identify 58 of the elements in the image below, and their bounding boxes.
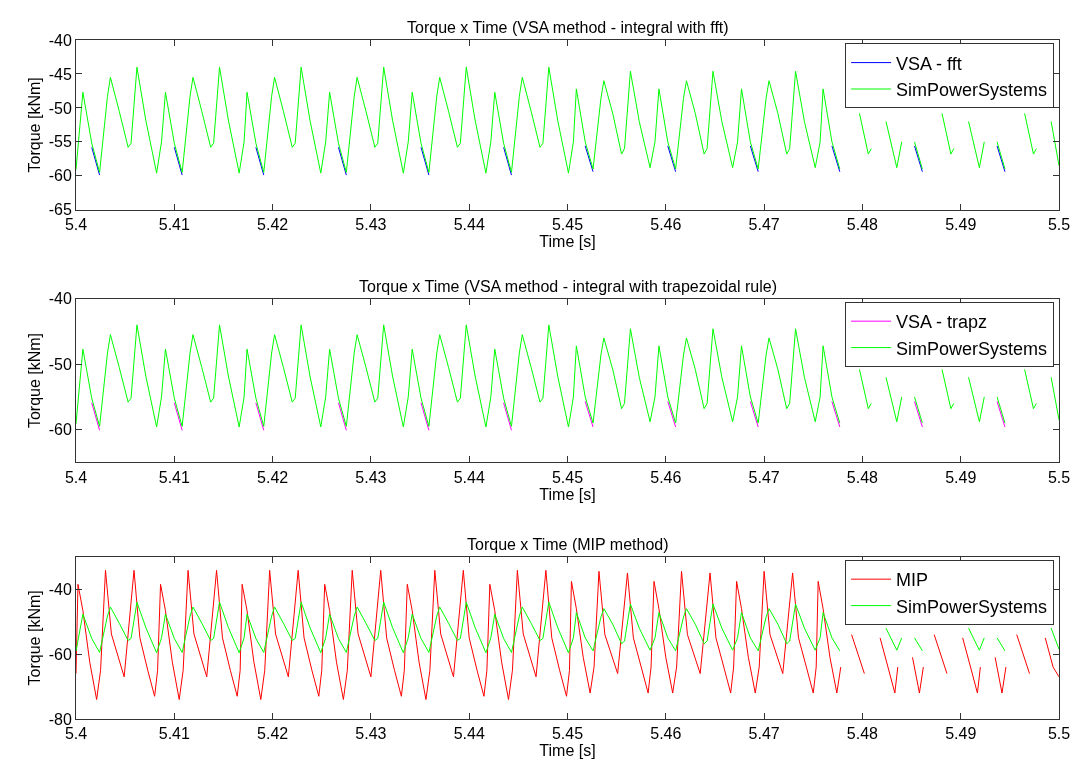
x-tick-label: 5.42 (257, 725, 289, 743)
x-tick-label: 5.47 (748, 725, 780, 743)
y-tick-label: -45 (48, 65, 72, 83)
legend-label: SimPowerSystems (896, 80, 1048, 101)
x-tick-label: 5.45 (551, 468, 584, 486)
x-tick-label: 5.5 (1047, 215, 1071, 233)
x-tick-label: 5.42 (257, 468, 289, 486)
x-tick-label: 5.47 (748, 468, 780, 486)
x-tick-label: 5.43 (355, 215, 387, 233)
x-axis-title: Time [s] (539, 742, 596, 760)
y-tick-label: -40 (48, 31, 72, 49)
x-tick-label: 5.46 (650, 215, 682, 233)
y-tick-label: -55 (48, 133, 72, 151)
chart-title: Torque x Time (VSA method - integral with fft) (407, 19, 729, 36)
y-tick-label: -80 (48, 710, 72, 728)
y-axis-title: Torque [kNm] (25, 77, 43, 173)
x-tick-label: 5.44 (453, 725, 485, 743)
x-tick-label: 5.5 (1047, 468, 1071, 486)
x-axis-title: Time [s] (539, 232, 596, 250)
x-tick-label: 5.41 (158, 468, 190, 486)
x-tick-label: 5.45 (551, 215, 584, 233)
x-tick-label: 5.49 (945, 215, 977, 233)
x-tick-label: 5.48 (846, 468, 879, 486)
x-tick-label: 5.45 (551, 725, 584, 743)
legend-label: VSA - fft (896, 53, 962, 74)
y-tick-label: -60 (48, 645, 72, 663)
x-tick-label: 5.42 (257, 215, 289, 233)
x-tick-label: 5.46 (650, 468, 682, 486)
y-tick-label: -40 (48, 580, 72, 598)
legend-label: VSA - trapz (896, 312, 988, 333)
y-tick-label: -50 (48, 99, 72, 117)
x-tick-label: 5.46 (650, 725, 682, 743)
y-tick-label: -50 (48, 355, 72, 373)
x-tick-label: 5.43 (355, 468, 387, 486)
x-tick-label: 5.4 (64, 725, 88, 743)
legend-label: SimPowerSystems (896, 338, 1048, 359)
x-axis-title: Time [s] (539, 485, 596, 503)
y-axis-title: Torque [kNm] (25, 332, 43, 429)
x-tick-label: 5.48 (846, 215, 879, 233)
chart-title: Torque x Time (VSA method - integral with trapezoidal rule) (359, 278, 777, 295)
x-tick-label: 5.49 (945, 468, 977, 486)
x-tick-label: 5.41 (158, 725, 190, 743)
y-axis-title: Torque [kNm] (25, 590, 43, 686)
legend-label: MIP (896, 570, 929, 591)
y-tick-label: -60 (48, 167, 72, 185)
chart-title: Torque x Time (MIP method) (467, 536, 669, 553)
x-tick-label: 5.47 (748, 215, 780, 233)
x-tick-label: 5.5 (1047, 725, 1071, 743)
y-tick-label: -40 (48, 290, 72, 308)
x-tick-label: 5.4 (64, 468, 88, 486)
y-tick-label: -60 (48, 421, 72, 439)
x-tick-label: 5.48 (846, 725, 879, 743)
x-tick-label: 5.44 (453, 215, 485, 233)
x-tick-label: 5.43 (355, 725, 387, 743)
x-tick-label: 5.49 (945, 725, 977, 743)
legend-label: SimPowerSystems (896, 596, 1048, 617)
x-tick-label: 5.44 (453, 468, 485, 486)
x-tick-label: 5.41 (158, 215, 190, 233)
